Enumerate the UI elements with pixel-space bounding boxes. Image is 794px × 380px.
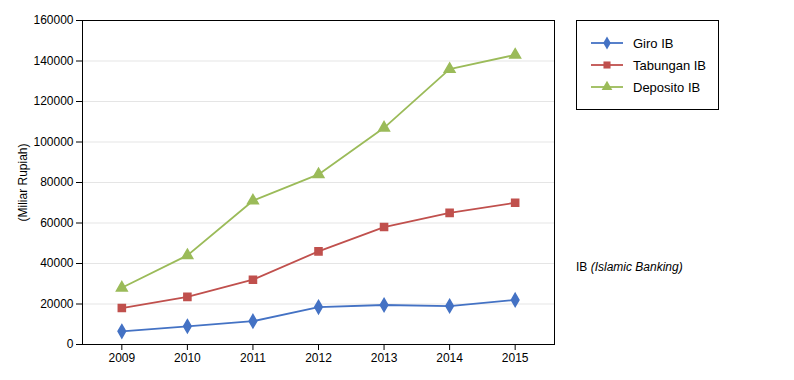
svg-text:20000: 20000 bbox=[40, 297, 74, 311]
svg-text:80000: 80000 bbox=[40, 175, 74, 189]
svg-text:2013: 2013 bbox=[371, 351, 398, 365]
html-text:IB (Islamic Banking): IB (Islamic Banking) bbox=[576, 260, 683, 274]
svg-text:140000: 140000 bbox=[33, 54, 73, 68]
html-text:Deposito IB: Deposito IB bbox=[633, 79, 701, 95]
svg-text:0: 0 bbox=[67, 337, 74, 351]
svg-text:2015: 2015 bbox=[502, 351, 529, 365]
svg-text:60000: 60000 bbox=[40, 216, 74, 230]
svg-text:2009: 2009 bbox=[108, 351, 135, 365]
html-text:Tabungan IB: Tabungan IB bbox=[633, 57, 706, 73]
svg-text:2014: 2014 bbox=[436, 351, 463, 365]
svg-text:2011: 2011 bbox=[240, 351, 266, 365]
svg-text:120000: 120000 bbox=[33, 94, 73, 108]
svg-text:40000: 40000 bbox=[40, 256, 74, 270]
svg-text:2010: 2010 bbox=[174, 351, 201, 365]
svg-text:100000: 100000 bbox=[33, 135, 73, 149]
svg-text:2012: 2012 bbox=[305, 351, 332, 365]
svg-text:160000: 160000 bbox=[33, 13, 73, 27]
svg-text:(Miliar Rupiah): (Miliar Rupiah) bbox=[16, 143, 30, 221]
html-text:Giro IB: Giro IB bbox=[633, 35, 674, 51]
